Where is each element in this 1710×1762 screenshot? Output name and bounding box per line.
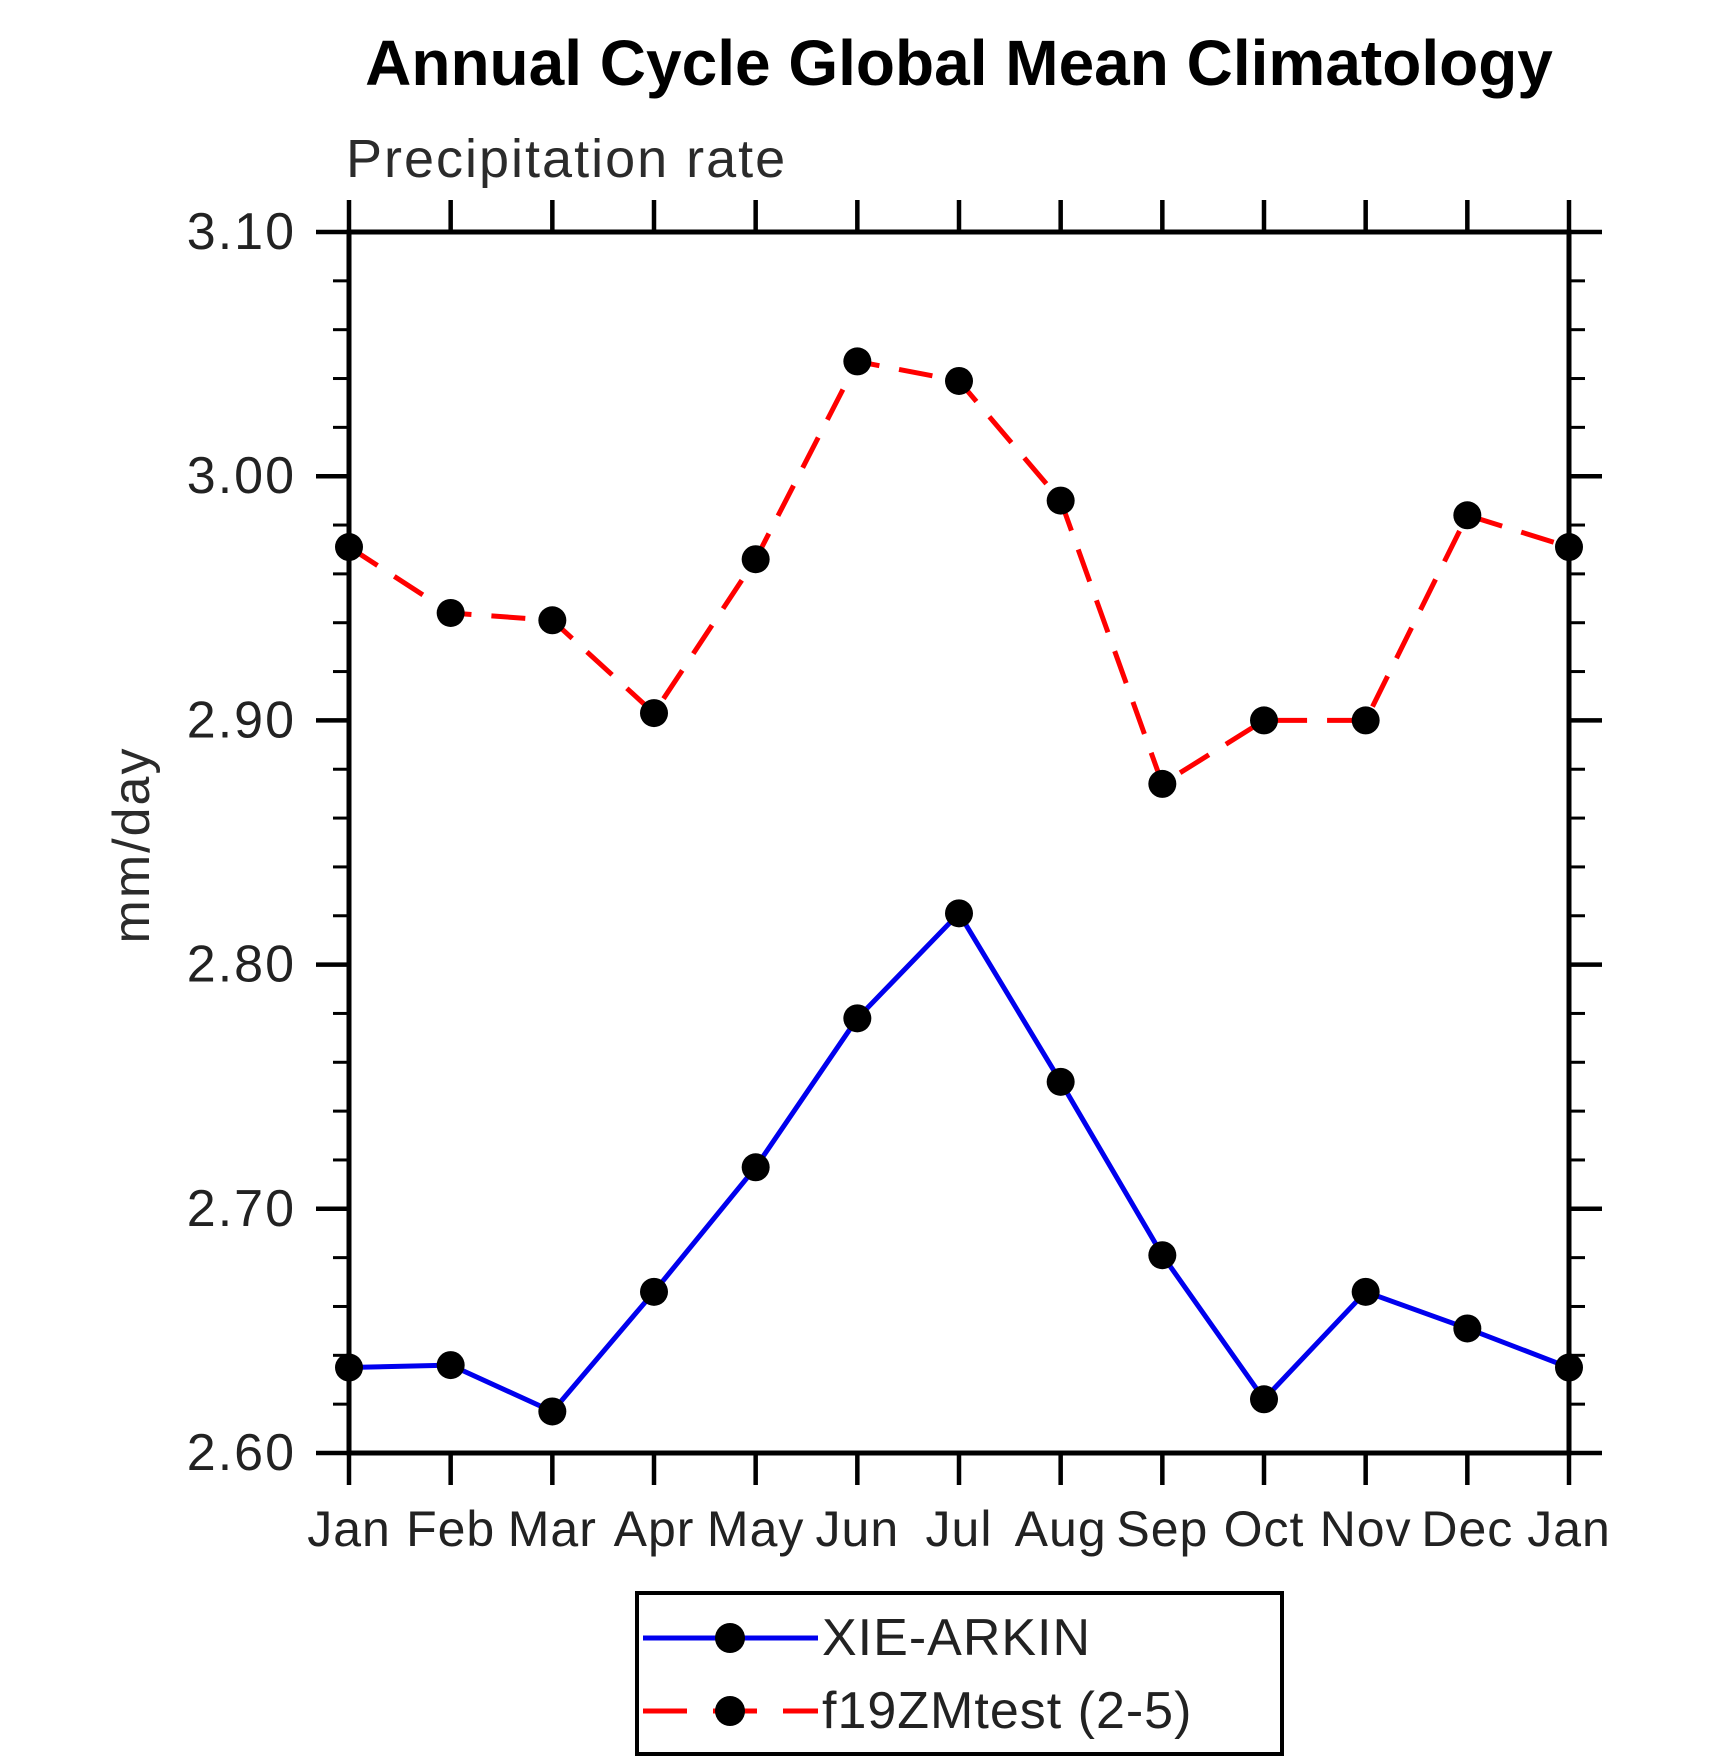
series-xie-arkin xyxy=(335,899,1583,1426)
data-point-xie-arkin-2 xyxy=(538,1397,567,1426)
legend: XIE-ARKIN f19ZMtest (2-5) xyxy=(635,1591,1284,1756)
data-point-f19zmtest-2-5-5 xyxy=(843,347,872,376)
x-tick-label: Feb xyxy=(406,1501,495,1557)
legend-label: f19ZMtest (2-5) xyxy=(822,1682,1192,1740)
plot-border xyxy=(346,229,1572,1456)
data-point-xie-arkin-4 xyxy=(741,1153,770,1182)
data-point-xie-arkin-11 xyxy=(1453,1314,1482,1343)
data-point-xie-arkin-5 xyxy=(843,1004,872,1033)
y-tick-label: 2.70 xyxy=(187,1180,296,1238)
data-point-f19zmtest-2-5-6 xyxy=(945,366,973,395)
x-tick-label: Apr xyxy=(614,1501,695,1557)
x-tick-label: Jul xyxy=(926,1501,993,1557)
x-tick-label: Mar xyxy=(508,1501,597,1557)
legend-entry-xie-arkin: XIE-ARKIN xyxy=(643,1609,1091,1667)
x-tick-label: Jan xyxy=(1527,1501,1611,1557)
data-point-xie-arkin-3 xyxy=(640,1277,668,1306)
legend-entry-f19zmtest: f19ZMtest (2-5) xyxy=(643,1682,1192,1740)
data-point-f19zmtest-2-5-3 xyxy=(640,699,668,728)
x-tick-label: Dec xyxy=(1421,1501,1513,1557)
series-f19zmtest-2-5 xyxy=(335,347,1583,798)
x-tick-label: Oct xyxy=(1224,1501,1305,1557)
legend-box xyxy=(635,1591,1284,1756)
data-point-xie-arkin-1 xyxy=(436,1351,465,1380)
data-point-f19zmtest-2-5-10 xyxy=(1351,706,1380,735)
data-point-f19zmtest-2-5-0 xyxy=(335,533,363,562)
chart-title: Annual Cycle Global Mean Climatology xyxy=(365,27,1553,99)
data-point-f19zmtest-2-5-8 xyxy=(1148,769,1177,798)
data-point-xie-arkin-6 xyxy=(945,899,973,928)
y-tick-label: 3.10 xyxy=(187,203,296,261)
data-point-xie-arkin-0 xyxy=(335,1353,363,1382)
chart-subtitle: Precipitation rate xyxy=(346,129,788,189)
legend-marker-dot xyxy=(715,1696,745,1726)
x-tick-label: Sep xyxy=(1116,1501,1208,1557)
legend-marker-dot xyxy=(715,1623,745,1653)
x-tick-label: Nov xyxy=(1320,1501,1412,1557)
series-line-f19zmtest-2-5 xyxy=(347,358,1570,787)
data-point-xie-arkin-10 xyxy=(1351,1277,1380,1306)
data-point-xie-arkin-9 xyxy=(1250,1385,1278,1414)
legend-label: XIE-ARKIN xyxy=(822,1609,1091,1667)
x-tick-label: Jun xyxy=(816,1501,900,1557)
data-point-xie-arkin-7 xyxy=(1046,1067,1075,1096)
y-tick-label: 3.00 xyxy=(187,447,296,505)
data-point-f19zmtest-2-5-1 xyxy=(436,598,465,627)
x-tick-label: Aug xyxy=(1015,1501,1107,1557)
x-tick-label: Jan xyxy=(307,1501,391,1557)
data-point-f19zmtest-2-5-11 xyxy=(1453,501,1482,530)
data-point-xie-arkin-8 xyxy=(1148,1241,1177,1270)
y-tick-label: 2.80 xyxy=(187,936,296,994)
data-point-f19zmtest-2-5-12 xyxy=(1555,533,1583,562)
series-line-xie-arkin xyxy=(348,910,1570,1414)
data-point-xie-arkin-12 xyxy=(1555,1353,1583,1382)
data-point-f19zmtest-2-5-2 xyxy=(538,606,567,635)
y-tick-label: 2.90 xyxy=(187,691,296,749)
data-point-f19zmtest-2-5-9 xyxy=(1250,706,1278,735)
y-tick-label: 2.60 xyxy=(187,1424,296,1482)
data-point-f19zmtest-2-5-4 xyxy=(741,545,770,574)
data-point-f19zmtest-2-5-7 xyxy=(1046,486,1075,515)
x-tick-label: May xyxy=(707,1501,804,1557)
series-group xyxy=(335,347,1583,1426)
